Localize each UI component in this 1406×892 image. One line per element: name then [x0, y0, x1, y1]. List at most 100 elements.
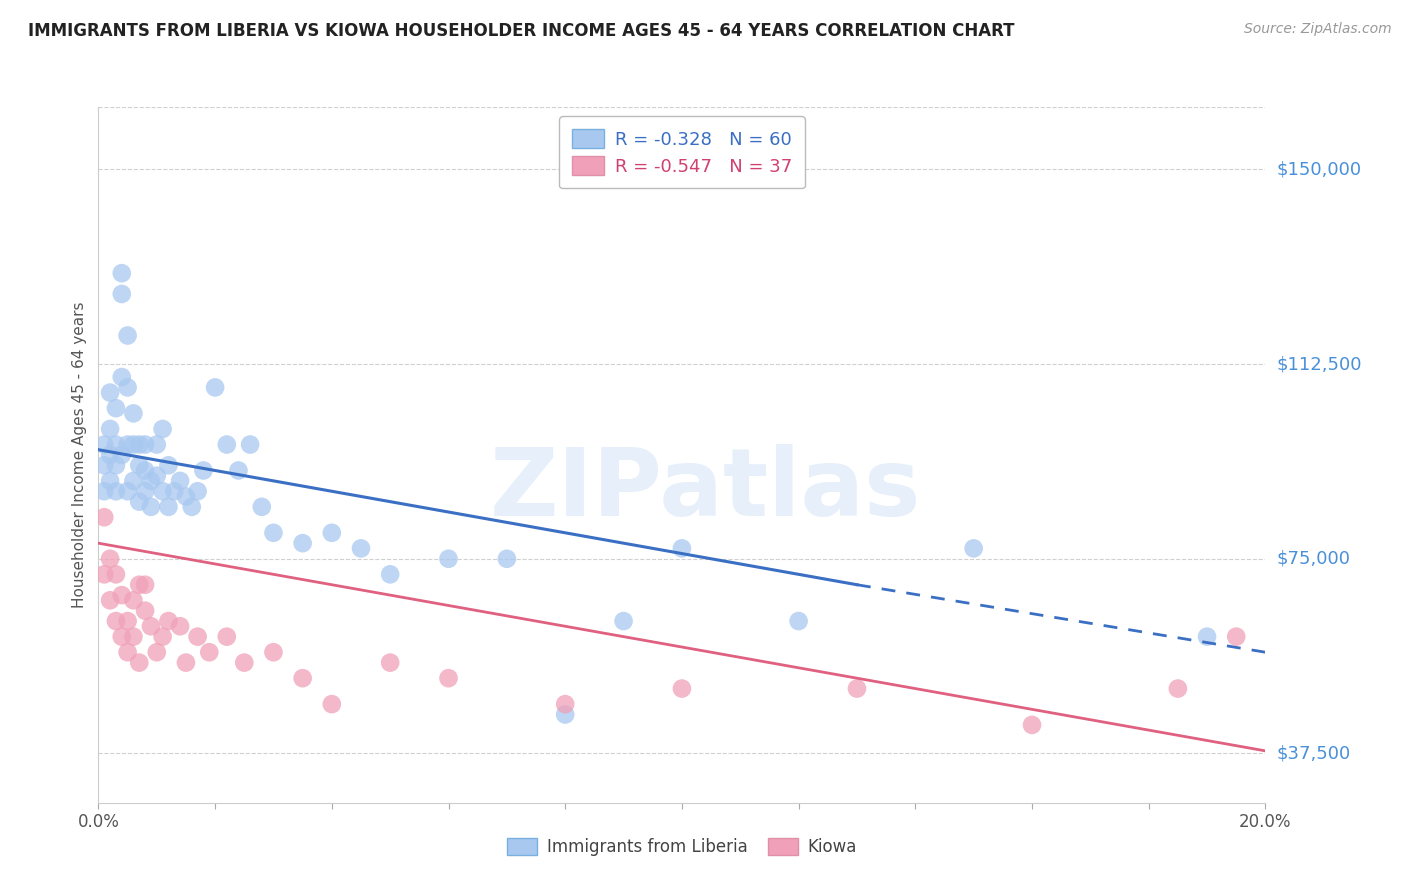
Point [98, 551, 121, 566]
Point [104, 437, 127, 451]
Point [228, 463, 250, 477]
Point [111, 266, 134, 280]
Point [157, 458, 180, 473]
Point [122, 593, 145, 607]
Point [152, 422, 174, 436]
Point [437, 671, 460, 685]
Text: $75,000: $75,000 [1277, 549, 1351, 568]
Point [291, 536, 314, 550]
Point [193, 463, 215, 477]
Point [1225, 630, 1247, 644]
Point [104, 401, 127, 416]
Point [117, 380, 139, 394]
Point [117, 328, 139, 343]
Point [198, 645, 221, 659]
Point [146, 645, 169, 659]
Point [139, 619, 162, 633]
Point [262, 525, 284, 540]
Point [174, 490, 197, 504]
Point [1021, 718, 1043, 732]
Point [117, 484, 139, 499]
Point [671, 541, 693, 556]
Point [134, 484, 156, 499]
Point [111, 588, 134, 602]
Text: Source: ZipAtlas.com: Source: ZipAtlas.com [1244, 22, 1392, 37]
Point [93, 484, 115, 499]
Point [93, 458, 115, 473]
Point [128, 656, 150, 670]
Point [134, 578, 156, 592]
Point [134, 604, 156, 618]
Point [380, 567, 402, 582]
Point [128, 494, 150, 508]
Point [98, 385, 121, 400]
Point [612, 614, 634, 628]
Point [187, 484, 209, 499]
Point [262, 645, 284, 659]
Point [98, 593, 121, 607]
Point [169, 474, 191, 488]
Point [157, 614, 180, 628]
Point [169, 619, 191, 633]
Point [962, 541, 984, 556]
Text: ZIPatlas: ZIPatlas [489, 443, 921, 536]
Point [111, 287, 134, 301]
Point [180, 500, 202, 514]
Point [496, 551, 519, 566]
Point [146, 437, 169, 451]
Text: IMMIGRANTS FROM LIBERIA VS KIOWA HOUSEHOLDER INCOME AGES 45 - 64 YEARS CORRELATI: IMMIGRANTS FROM LIBERIA VS KIOWA HOUSEHO… [28, 22, 1015, 40]
Point [174, 656, 197, 670]
Point [93, 567, 115, 582]
Point [111, 630, 134, 644]
Point [128, 458, 150, 473]
Point [139, 474, 162, 488]
Point [215, 437, 238, 451]
Point [134, 463, 156, 477]
Point [104, 458, 127, 473]
Point [233, 656, 256, 670]
Text: $112,500: $112,500 [1277, 355, 1362, 373]
Point [187, 630, 209, 644]
Point [152, 630, 174, 644]
Point [98, 422, 121, 436]
Point [239, 437, 262, 451]
Point [846, 681, 869, 696]
Point [128, 437, 150, 451]
Point [671, 681, 693, 696]
Point [437, 551, 460, 566]
Point [128, 578, 150, 592]
Point [1167, 681, 1189, 696]
Text: $37,500: $37,500 [1277, 745, 1351, 763]
Point [122, 630, 145, 644]
Point [134, 437, 156, 451]
Point [111, 448, 134, 462]
Point [104, 614, 127, 628]
Point [117, 645, 139, 659]
Point [321, 525, 343, 540]
Point [93, 510, 115, 524]
Point [163, 484, 186, 499]
Text: $150,000: $150,000 [1277, 161, 1361, 178]
Legend: Immigrants from Liberia, Kiowa: Immigrants from Liberia, Kiowa [499, 830, 865, 864]
Point [146, 468, 169, 483]
Point [104, 484, 127, 499]
Point [152, 484, 174, 499]
Point [291, 671, 314, 685]
Point [98, 448, 121, 462]
Point [117, 614, 139, 628]
Y-axis label: Householder Income Ages 45 - 64 years: Householder Income Ages 45 - 64 years [72, 301, 87, 608]
Point [122, 437, 145, 451]
Point [554, 707, 576, 722]
Point [93, 437, 115, 451]
Point [139, 500, 162, 514]
Point [122, 406, 145, 420]
Point [111, 370, 134, 384]
Point [250, 500, 273, 514]
Point [1195, 630, 1218, 644]
Point [117, 437, 139, 451]
Point [380, 656, 402, 670]
Point [122, 474, 145, 488]
Point [215, 630, 238, 644]
Point [321, 697, 343, 711]
Point [554, 697, 576, 711]
